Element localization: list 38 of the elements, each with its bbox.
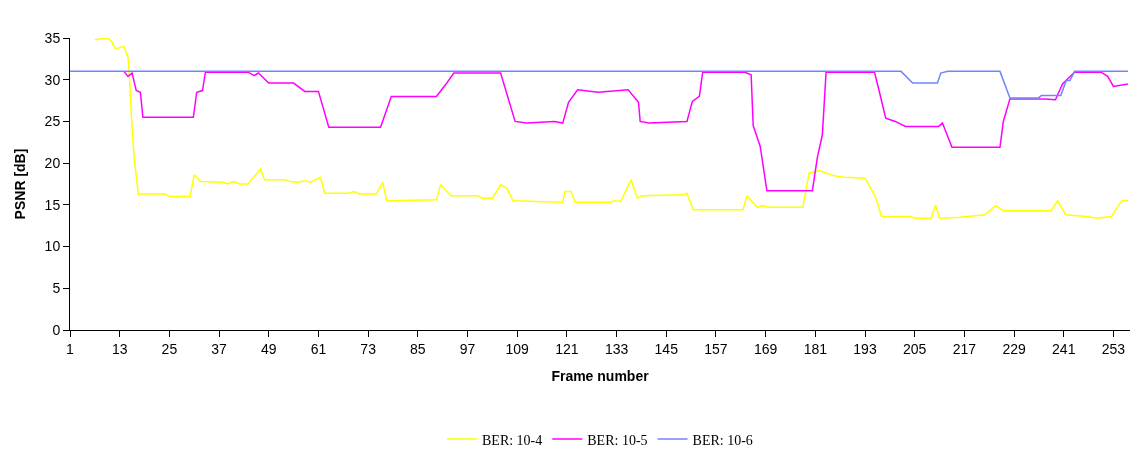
x-tick-label: 253 [1101,340,1126,357]
x-tick-label: 61 [310,340,327,357]
x-tick-label: 85 [410,340,426,357]
x-tick-label: 157 [704,340,728,357]
x-tick-label: 181 [803,340,828,357]
x-tick-label: 1 [66,340,75,357]
x-tick-label: 205 [903,340,927,357]
y-tick-label: 0 [52,321,61,338]
x-tick-label: 37 [211,340,228,357]
x-tick-label: 109 [505,340,530,357]
x-tick-label: 241 [1052,340,1076,357]
x-tick-label: 97 [459,340,476,357]
x-tick-label: 133 [604,340,629,357]
y-tick-label: 25 [44,113,61,130]
y-tick-label: 20 [44,155,61,172]
x-tick-label: 145 [654,340,679,357]
x-tick-label: 49 [260,340,277,357]
legend-label: BER: 10-6 [692,432,753,448]
x-tick-label: 73 [360,340,377,357]
x-tick-label: 121 [555,340,579,357]
x-tick-label: 193 [853,340,877,357]
y-tick-label: 35 [44,29,61,46]
y-tick-label: 10 [44,238,61,255]
y-tick-label: 15 [44,196,61,213]
x-tick-label: 229 [1002,340,1026,357]
legend-label: BER: 10-5 [587,432,648,448]
y-tick-label: 5 [52,280,61,297]
y-axis-title: PSNR [dB] [12,148,29,220]
legend-label: BER: 10-4 [482,432,543,448]
line-series [94,38,1129,219]
x-tick-label: 25 [161,340,178,357]
x-tick-label: 217 [952,340,977,357]
x-tick-label: 169 [753,340,778,357]
x-axis-title: Frame number [551,368,650,385]
line-series [123,70,1129,192]
x-tick-label: 13 [111,340,128,357]
y-tick-label: 30 [44,71,61,88]
line-series [70,70,1129,99]
